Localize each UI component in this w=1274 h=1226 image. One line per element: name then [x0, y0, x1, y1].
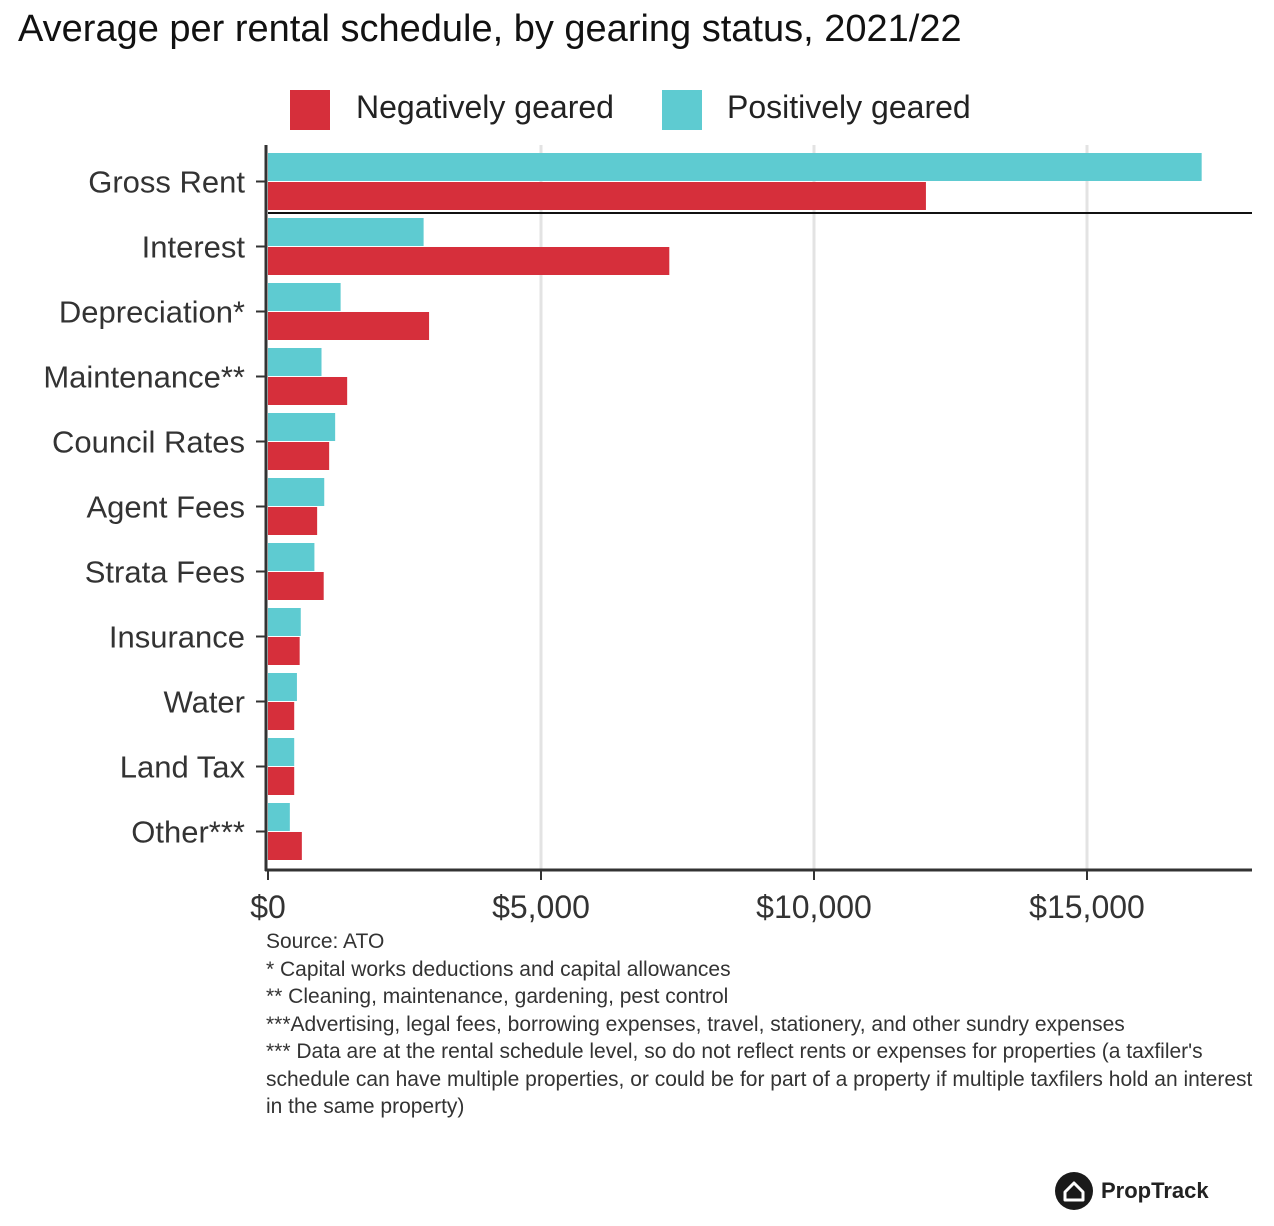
- y-tick-label-7: Insurance: [109, 620, 245, 655]
- bar-positively-geared-6: [268, 543, 315, 571]
- bar-positively-geared-9: [268, 738, 295, 766]
- bar-positively-geared-8: [268, 673, 297, 701]
- bar-positively-geared-3: [268, 348, 322, 376]
- bars: [268, 153, 1202, 860]
- bar-negatively-geared-6: [268, 572, 324, 600]
- brand-logo: PropTrack: [1055, 1172, 1209, 1210]
- bar-negatively-geared-4: [268, 442, 330, 470]
- note-data-level: *** Data are at the rental schedule leve…: [266, 1040, 1259, 1118]
- brand-name: PropTrack: [1101, 1178, 1209, 1203]
- note-maintenance: ** Cleaning, maintenance, gardening, pes…: [266, 985, 729, 1008]
- bar-negatively-geared-7: [268, 637, 300, 665]
- chart-title: Average per rental schedule, by gearing …: [18, 8, 962, 50]
- y-tick-label-9: Land Tax: [120, 750, 246, 785]
- bar-positively-geared-5: [268, 478, 325, 506]
- bar-positively-geared-1: [268, 218, 424, 246]
- bar-negatively-geared-1: [268, 247, 670, 275]
- x-tick-label-1: $5,000: [492, 889, 590, 925]
- y-tick-label-0: Gross Rent: [88, 165, 245, 200]
- axis-labels: Gross Rent Interest Depreciation* Maintenan…: [43, 165, 1144, 926]
- legend-label-negatively-geared: Negatively geared: [356, 89, 614, 125]
- note-source: Source: ATO: [266, 930, 385, 953]
- legend-label-positively-geared: Positively geared: [727, 89, 971, 125]
- bar-negatively-geared-2: [268, 312, 430, 340]
- bar-positively-geared-7: [268, 608, 301, 636]
- bar-positively-geared-10: [268, 803, 290, 831]
- note-other: ***Advertising, legal fees, borrowing ex…: [266, 1012, 1125, 1036]
- axes: [256, 145, 1252, 880]
- legend-swatch-negatively-geared: [290, 90, 330, 130]
- bar-negatively-geared-9: [268, 767, 295, 795]
- bar-positively-geared-4: [268, 413, 336, 441]
- bar-negatively-geared-0: [268, 182, 926, 210]
- legend: Negatively geared Positively geared: [0, 0, 1274, 140]
- x-tick-label-2: $10,000: [756, 889, 872, 925]
- x-tick-label-0: $0: [250, 889, 286, 925]
- bar-negatively-geared-10: [268, 832, 302, 860]
- y-tick-label-1: Interest: [142, 230, 246, 265]
- y-tick-label-3: Maintenance**: [43, 360, 245, 395]
- y-tick-label-8: Water: [163, 685, 245, 720]
- y-tick-label-10: Other***: [131, 815, 245, 850]
- y-tick-label-4: Council Rates: [52, 425, 245, 460]
- bar-positively-geared-0: [268, 153, 1202, 181]
- bar-positively-geared-2: [268, 283, 341, 311]
- chart-notes: Source: ATO * Capital works deductions a…: [266, 928, 1256, 1121]
- bar-negatively-geared-8: [268, 702, 295, 730]
- bar-negatively-geared-5: [268, 507, 318, 535]
- bar-chart: Gross Rent Interest Depreciation* Maintenan…: [43, 145, 1252, 926]
- note-depreciation: * Capital works deductions and capital a…: [266, 957, 731, 981]
- y-tick-label-2: Depreciation*: [59, 295, 245, 330]
- y-tick-label-6: Strata Fees: [85, 555, 245, 590]
- house-icon: [1055, 1172, 1093, 1210]
- legend-swatch-positively-geared: [662, 90, 702, 130]
- bar-negatively-geared-3: [268, 377, 348, 405]
- x-tick-label-3: $15,000: [1029, 889, 1145, 925]
- y-tick-label-5: Agent Fees: [86, 490, 245, 525]
